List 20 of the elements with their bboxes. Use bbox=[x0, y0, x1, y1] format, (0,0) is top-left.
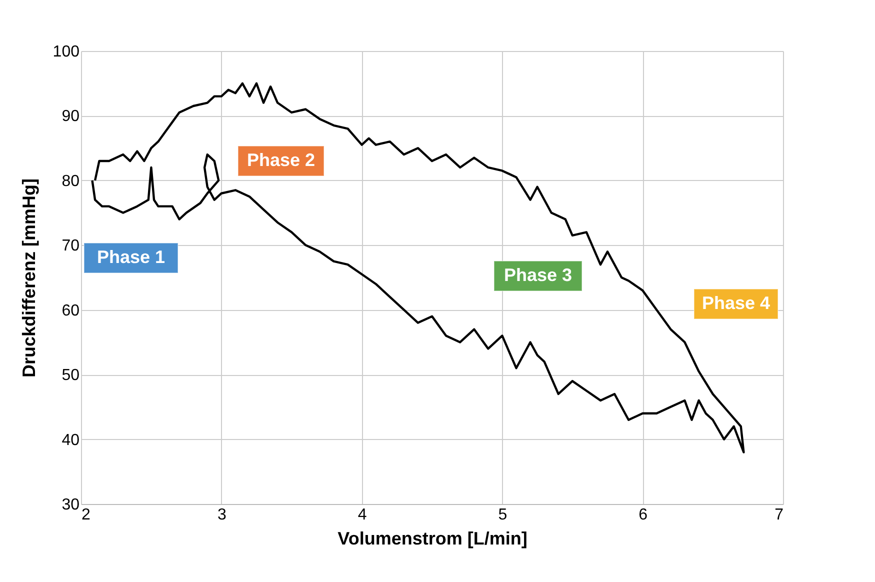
x-tick-label: 5 bbox=[498, 506, 508, 524]
annotation: Phase 2 bbox=[246, 150, 316, 170]
y-tick-label: 50 bbox=[62, 367, 80, 384]
y-tick-label: 70 bbox=[62, 238, 80, 255]
x-axis-title: Volumenstrom [L/min] bbox=[338, 528, 528, 548]
annotation: Phase 1 bbox=[96, 247, 166, 267]
x-tick-label: 7 bbox=[774, 506, 784, 524]
y-tick-label: 90 bbox=[62, 108, 80, 126]
x-tick-label: 2 bbox=[82, 506, 90, 524]
x-tick-label: 6 bbox=[638, 506, 648, 524]
y-tick-label: 60 bbox=[62, 302, 80, 320]
y-tick-label: 100 bbox=[52, 44, 80, 60]
x-tick-label: 4 bbox=[358, 506, 367, 524]
y-tick-label: 40 bbox=[62, 432, 80, 449]
y-tick-label: 80 bbox=[62, 172, 80, 190]
annotation: Phase 4 bbox=[702, 293, 770, 313]
x-tick-label: 3 bbox=[217, 506, 226, 524]
y-axis-title: Druckdifferenz [mmHg] bbox=[18, 178, 39, 378]
annotation: Phase 3 bbox=[504, 265, 572, 285]
y-tick-label: 30 bbox=[62, 496, 80, 514]
